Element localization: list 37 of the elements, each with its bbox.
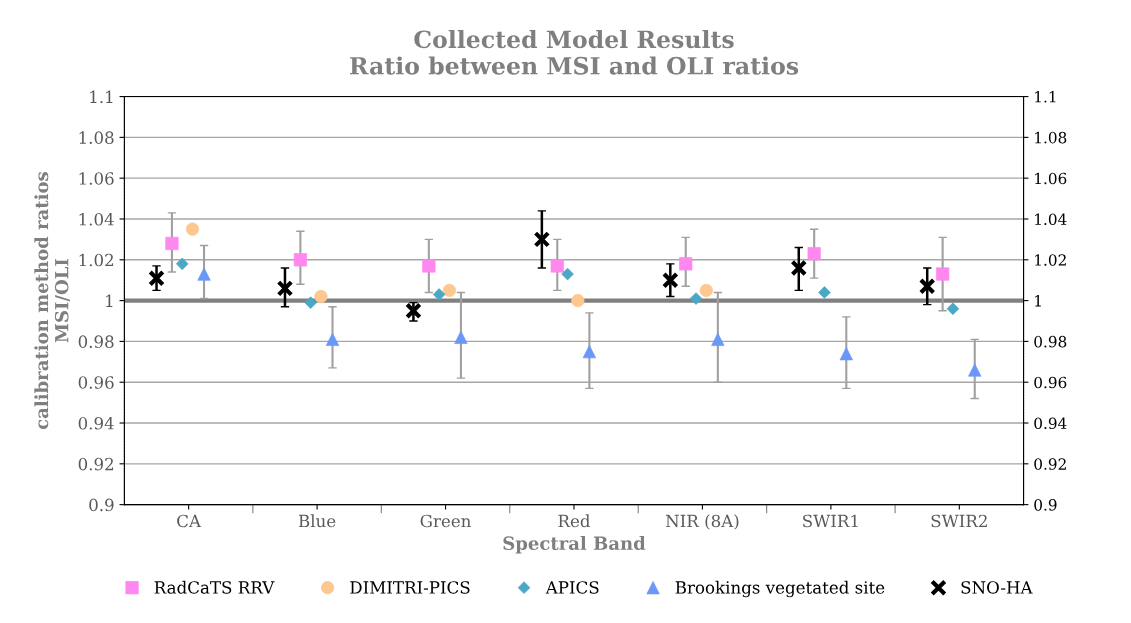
y2-tick-label: 1 (1035, 295, 1041, 307)
y-tick-label: 1.02 (79, 253, 114, 267)
y2-tick-label: 0.98 (1034, 335, 1067, 348)
y-tick-label: 0.96 (78, 376, 114, 389)
x-tick-label: CA (177, 514, 202, 528)
y-tick-label: 0.98 (78, 335, 114, 348)
x-tick-label: SWIR1 (803, 514, 858, 528)
x-tick-label: Red (558, 514, 591, 528)
y-axis-title: calibration method ratios MSI/OLI (34, 172, 70, 430)
y-tick-label: 1.04 (79, 212, 114, 226)
y-tick-label: 1.1 (90, 90, 113, 104)
legend-label: RadCaTS RRV (154, 580, 275, 594)
x-axis-title: Spectral Band (503, 536, 646, 554)
legend-label: Brookings vegetated site (675, 580, 885, 598)
y-tick-label: 0.9 (89, 498, 114, 512)
y-tick-label: 0.92 (78, 457, 114, 471)
y-tick-label: 1.08 (79, 131, 114, 144)
y-tick-label: 1 (106, 294, 113, 307)
y2-tick-label: 0.94 (1034, 417, 1067, 430)
y2-tick-label: 1.1 (1035, 91, 1056, 103)
y2-tick-label: 0.92 (1034, 458, 1066, 470)
y2-tick-label: 0.9 (1034, 499, 1057, 511)
y-tick-label: 1.06 (79, 172, 114, 185)
x-tick-label: Blue (298, 514, 336, 528)
y2-tick-label: 1.02 (1035, 254, 1066, 266)
legend-label: DIMITRI-PICS (350, 581, 470, 594)
legend-label: SNO-HA (961, 581, 1033, 594)
y2-tick-label: 1.08 (1035, 131, 1067, 144)
chart-title: Collected Model Results Ratio between MSI and OLI ratios (349, 29, 799, 75)
x-tick-label: NIR (8A) (665, 514, 739, 530)
y2-tick-label: 1.04 (1035, 213, 1067, 226)
y2-tick-label: 0.96 (1034, 376, 1067, 389)
legend-label: APICS (545, 581, 599, 594)
x-tick-label: SWIR2 (931, 514, 987, 528)
y-tick-label: 0.94 (78, 416, 114, 430)
y2-tick-label: 1.06 (1035, 172, 1067, 185)
x-tick-label: Green (420, 514, 471, 528)
